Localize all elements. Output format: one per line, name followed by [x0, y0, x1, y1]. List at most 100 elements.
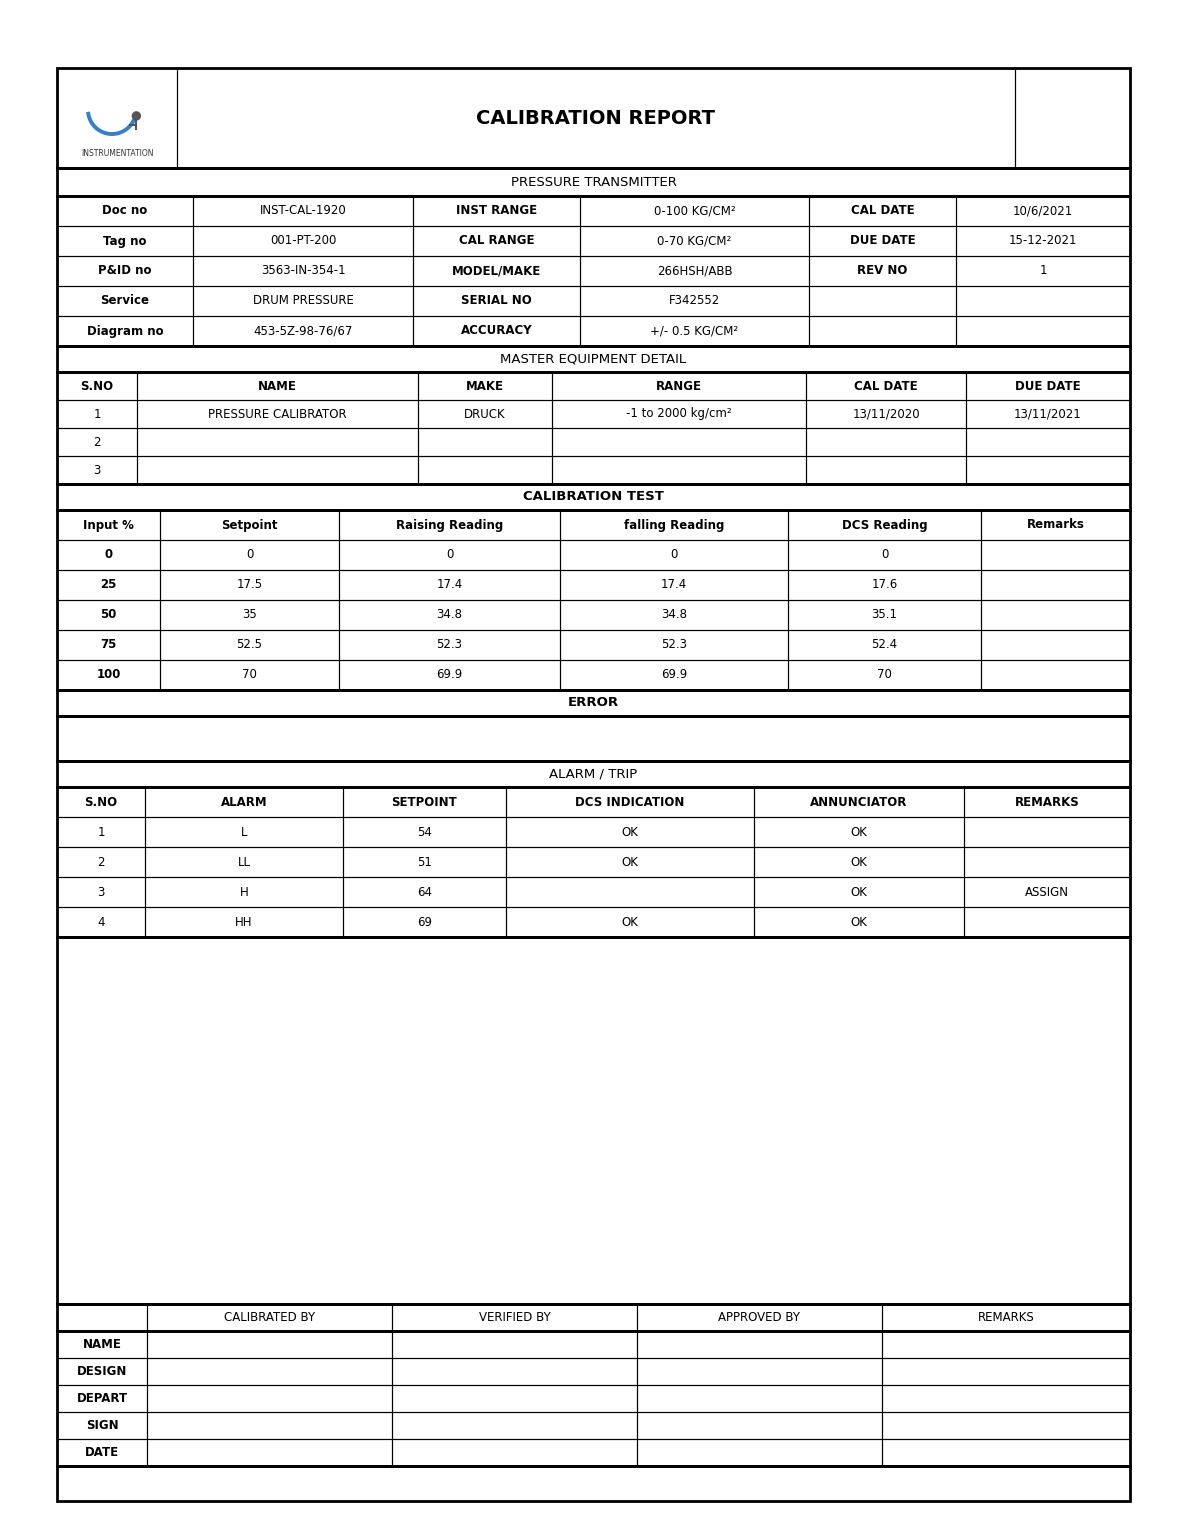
- Text: 3: 3: [97, 885, 104, 899]
- Text: ERROR: ERROR: [567, 696, 620, 710]
- Text: DCS Reading: DCS Reading: [842, 519, 927, 531]
- Text: DRUCK: DRUCK: [464, 407, 506, 421]
- Text: SERIAL NO: SERIAL NO: [461, 295, 532, 307]
- Text: DATE: DATE: [85, 1445, 119, 1459]
- Bar: [160, 601, 339, 630]
- Text: DESIGN: DESIGN: [77, 1366, 127, 1378]
- Bar: [57, 660, 160, 690]
- Bar: [57, 286, 193, 316]
- Text: P&ID no: P&ID no: [99, 264, 152, 278]
- Text: DUE DATE: DUE DATE: [850, 235, 915, 247]
- Text: 0-70 KG/CM²: 0-70 KG/CM²: [658, 235, 731, 247]
- Text: VERIFIED BY: VERIFIED BY: [478, 1312, 551, 1324]
- Bar: [137, 429, 418, 456]
- Text: DCS INDICATION: DCS INDICATION: [576, 796, 685, 808]
- Text: SIGN: SIGN: [85, 1419, 119, 1432]
- Bar: [506, 877, 754, 906]
- Bar: [145, 846, 343, 877]
- Bar: [57, 68, 177, 167]
- Bar: [339, 660, 560, 690]
- Bar: [552, 372, 806, 399]
- Text: OK: OK: [851, 915, 868, 928]
- Text: 3: 3: [94, 464, 101, 476]
- Bar: [147, 1385, 392, 1412]
- Bar: [966, 372, 1130, 399]
- Bar: [57, 257, 193, 286]
- Text: 69: 69: [417, 915, 432, 928]
- Bar: [560, 601, 788, 630]
- Bar: [580, 286, 810, 316]
- Text: Remarks: Remarks: [1027, 519, 1085, 531]
- Bar: [964, 817, 1130, 846]
- Bar: [57, 817, 145, 846]
- Bar: [788, 541, 980, 570]
- Bar: [810, 316, 956, 346]
- Text: 69.9: 69.9: [437, 668, 463, 682]
- Bar: [637, 1385, 882, 1412]
- Text: ASSIGN: ASSIGN: [1026, 885, 1069, 899]
- Bar: [193, 226, 413, 257]
- Text: 3563-IN-354-1: 3563-IN-354-1: [261, 264, 345, 278]
- Bar: [57, 510, 160, 541]
- Text: F342552: F342552: [669, 295, 721, 307]
- Text: 0: 0: [671, 548, 678, 562]
- Text: 1: 1: [97, 825, 104, 839]
- Bar: [57, 1465, 1130, 1501]
- Text: 70: 70: [242, 668, 256, 682]
- Text: 2: 2: [97, 856, 104, 868]
- Bar: [788, 510, 980, 541]
- Text: Diagram no: Diagram no: [87, 324, 164, 338]
- Text: MAKE: MAKE: [466, 379, 504, 393]
- Bar: [560, 510, 788, 541]
- Bar: [980, 630, 1130, 660]
- Bar: [57, 760, 1130, 786]
- Bar: [882, 1358, 1130, 1385]
- Bar: [506, 906, 754, 937]
- Bar: [57, 1412, 147, 1439]
- Bar: [57, 510, 1130, 690]
- Text: 25: 25: [101, 579, 116, 591]
- Bar: [145, 786, 343, 817]
- Text: CALIBRATED BY: CALIBRATED BY: [224, 1312, 315, 1324]
- Bar: [160, 630, 339, 660]
- Text: OK: OK: [851, 825, 868, 839]
- Text: 15-12-2021: 15-12-2021: [1009, 235, 1078, 247]
- Bar: [413, 197, 580, 226]
- Text: -1 to 2000 kg/cm²: -1 to 2000 kg/cm²: [627, 407, 732, 421]
- Bar: [882, 1385, 1130, 1412]
- Bar: [57, 630, 160, 660]
- Text: 35: 35: [242, 608, 256, 622]
- Text: L: L: [241, 825, 247, 839]
- Bar: [57, 1332, 1130, 1465]
- Text: 266HSH/ABB: 266HSH/ABB: [656, 264, 732, 278]
- Text: 17.6: 17.6: [871, 579, 897, 591]
- Text: OK: OK: [622, 825, 639, 839]
- Bar: [980, 510, 1130, 541]
- Text: S.NO: S.NO: [84, 796, 118, 808]
- Bar: [343, 846, 506, 877]
- Bar: [145, 906, 343, 937]
- Text: CAL DATE: CAL DATE: [851, 204, 914, 218]
- Bar: [57, 429, 137, 456]
- Bar: [343, 906, 506, 937]
- Text: REV NO: REV NO: [857, 264, 908, 278]
- Bar: [339, 570, 560, 601]
- Bar: [580, 226, 810, 257]
- Text: 453-5Z-98-76/67: 453-5Z-98-76/67: [253, 324, 353, 338]
- Text: OK: OK: [851, 885, 868, 899]
- Bar: [160, 570, 339, 601]
- Bar: [57, 601, 160, 630]
- Text: ALARM: ALARM: [221, 796, 267, 808]
- Text: 4: 4: [97, 915, 104, 928]
- Bar: [788, 660, 980, 690]
- Text: 13/11/2020: 13/11/2020: [852, 407, 920, 421]
- Bar: [964, 906, 1130, 937]
- Bar: [57, 786, 145, 817]
- Bar: [966, 456, 1130, 484]
- Bar: [418, 456, 552, 484]
- Bar: [506, 846, 754, 877]
- Bar: [147, 1358, 392, 1385]
- Bar: [57, 1304, 1130, 1332]
- Bar: [980, 601, 1130, 630]
- Bar: [339, 510, 560, 541]
